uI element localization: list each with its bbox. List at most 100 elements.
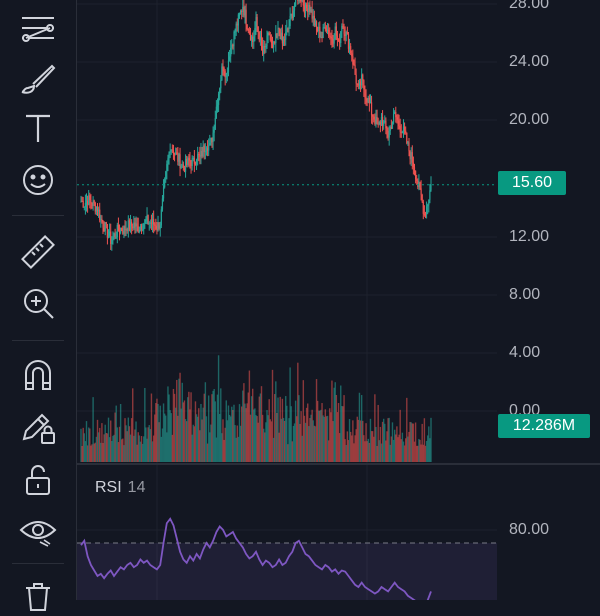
candle-body: [314, 21, 317, 26]
volume-bar: [108, 437, 111, 462]
volume-bar: [325, 416, 328, 462]
text-tool-button[interactable]: [18, 108, 58, 148]
rsi-band: [77, 543, 497, 600]
candle-body: [203, 145, 205, 152]
candle-body: [184, 159, 187, 172]
candle-body: [191, 158, 193, 167]
volume-bar: [321, 403, 323, 462]
volume-bar: [419, 439, 421, 462]
volume-bar: [188, 391, 190, 462]
zoom-in-button[interactable]: [18, 283, 58, 323]
rsi-line: [80, 517, 432, 600]
candle-body: [178, 154, 180, 162]
candle-body: [423, 213, 425, 215]
candle-body: [242, 6, 244, 12]
volume-bar: [163, 413, 166, 462]
candle-body: [204, 151, 206, 153]
volume-bar: [337, 403, 340, 462]
candle-body: [248, 31, 250, 34]
volume-bar: [293, 423, 296, 462]
volume-bar: [215, 437, 218, 462]
volume-bar: [122, 438, 124, 462]
rsi-legend[interactable]: RSI 14: [95, 479, 145, 497]
candle-body: [430, 184, 432, 191]
volume-bar: [184, 419, 187, 462]
magnet-button[interactable]: [18, 355, 58, 395]
candle-body: [365, 97, 367, 99]
candle-body: [190, 160, 192, 167]
volume-bar: [315, 379, 318, 462]
brush-button[interactable]: [18, 58, 58, 98]
trend-line-tools-button[interactable]: [18, 8, 58, 48]
volume-bar: [211, 394, 213, 462]
candle-body: [255, 17, 257, 29]
volume-bar: [307, 403, 309, 462]
measure-button[interactable]: [18, 232, 58, 272]
volume-bar: [385, 440, 387, 462]
candle-body: [158, 222, 160, 229]
candle-body: [137, 226, 139, 233]
volume-bar: [107, 417, 110, 462]
candle-body: [202, 145, 204, 157]
volume-bar: [260, 386, 263, 462]
volume-bar: [233, 404, 235, 462]
candle-body: [126, 228, 128, 231]
rsi-legend-title: RSI: [95, 479, 122, 496]
price-axis-label: 20.00: [509, 111, 550, 128]
volume-bar: [111, 441, 113, 462]
volume-bar: [296, 416, 298, 462]
volume-bar: [167, 386, 169, 462]
volume-bar: [204, 382, 207, 462]
text-icon: [26, 114, 50, 142]
candle-body: [167, 158, 169, 165]
volume-bar: [89, 428, 91, 462]
ruler-icon: [21, 235, 55, 269]
candle-body: [236, 23, 238, 26]
volume-bar: [136, 444, 138, 462]
chart-canvas[interactable]: [77, 0, 600, 600]
remove-drawings-button[interactable]: [18, 576, 58, 616]
volume-bar: [137, 432, 139, 462]
candle-body: [253, 36, 255, 43]
volume-bar: [342, 406, 344, 462]
volume-bar: [407, 436, 409, 462]
chart-grid: [77, 0, 497, 600]
lock-drawings-button[interactable]: [18, 407, 58, 447]
candle-body: [144, 219, 146, 224]
volume-bar: [285, 396, 287, 462]
candle-body: [320, 37, 322, 39]
volume-bar: [242, 390, 244, 462]
hide-drawings-button[interactable]: [18, 510, 58, 550]
candle-body: [375, 116, 377, 124]
volume-bar: [382, 418, 385, 462]
volume-bar: [257, 422, 259, 462]
volume-bar: [110, 420, 112, 462]
candle-body: [324, 27, 326, 30]
toolbar-divider: [12, 563, 64, 564]
volume-bar: [401, 432, 404, 462]
candle-body: [156, 228, 158, 231]
volume-bar: [387, 418, 389, 462]
volume-bar: [127, 417, 130, 462]
volume-bar: [255, 415, 257, 462]
chart-area[interactable]: 28.00 24.00 20.00 12.00 15.60 8.00 4.00 …: [77, 0, 600, 600]
volume-axis-label: 4.00: [509, 344, 541, 361]
volume-bar: [428, 426, 430, 462]
candle-body: [422, 201, 424, 214]
candle-body: [245, 9, 247, 25]
unlock-button[interactable]: [18, 460, 58, 500]
volume-bar: [347, 440, 350, 462]
candle-body: [224, 71, 226, 78]
candle-body: [385, 120, 387, 129]
volume-bar: [169, 410, 171, 462]
emoji-tool-button[interactable]: [18, 160, 58, 200]
volume-bar: [134, 429, 136, 462]
candle-body: [308, 4, 310, 13]
volume-bar: [205, 416, 208, 462]
candle-body: [304, 4, 307, 14]
candle-body: [206, 148, 209, 151]
candle-body: [187, 158, 189, 166]
volume-bar: [316, 400, 319, 462]
candle-body: [139, 226, 142, 230]
candle-body: [383, 121, 385, 126]
